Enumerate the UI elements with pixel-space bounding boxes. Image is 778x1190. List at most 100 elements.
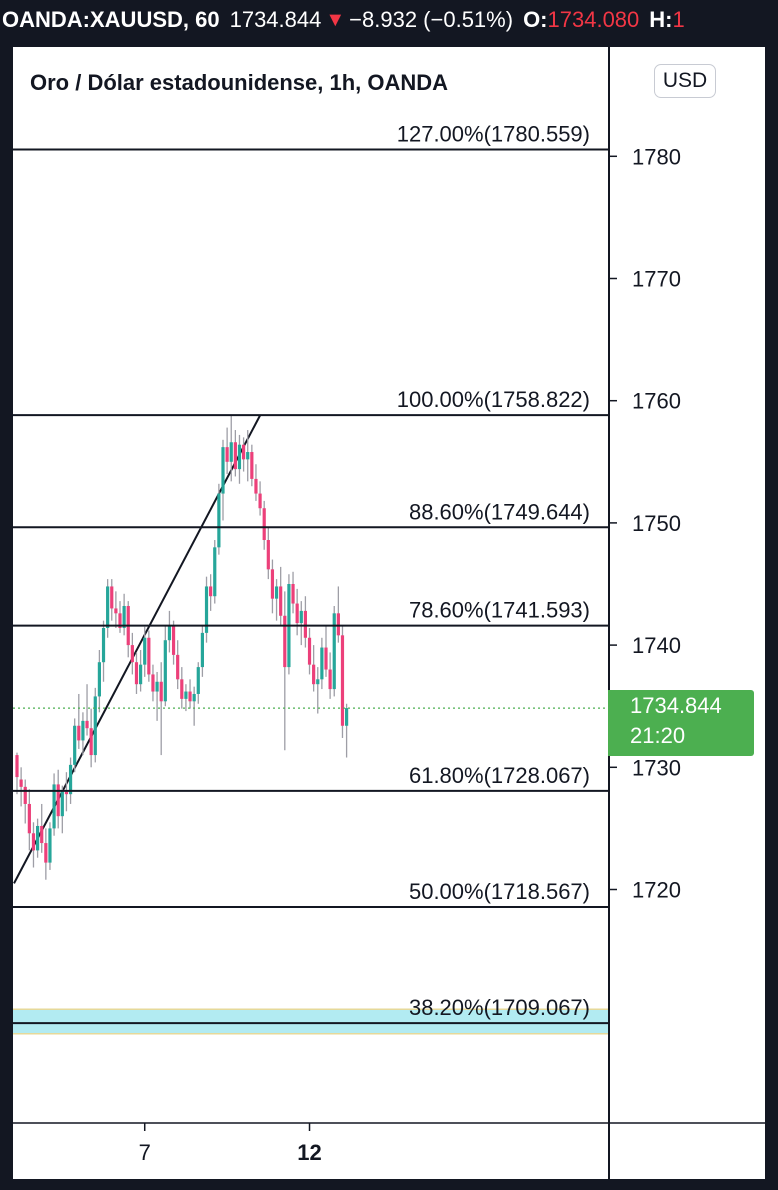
y-tick-label: 1770 xyxy=(632,267,681,292)
fib-level-label: 50.00%(1718.567) xyxy=(409,879,590,904)
candle-down xyxy=(19,779,23,787)
candle-down xyxy=(176,654,180,680)
candle-down xyxy=(159,681,163,702)
candle-up xyxy=(204,586,209,633)
candle-down xyxy=(328,669,332,690)
y-tick-label: 1720 xyxy=(632,878,681,903)
candle-down xyxy=(225,447,229,462)
candle-up xyxy=(68,764,73,795)
fib-level-label: 88.60%(1749.644) xyxy=(409,499,590,524)
candle-down xyxy=(118,613,122,628)
candle-up xyxy=(237,444,242,470)
open-value: 1734.080 xyxy=(547,7,640,32)
candle-down xyxy=(151,674,155,692)
currency-button[interactable]: USD xyxy=(654,64,716,98)
candle-up xyxy=(97,662,101,697)
support-zone xyxy=(13,1009,609,1034)
candle-up xyxy=(163,640,167,702)
candle-up xyxy=(316,679,320,685)
candle-down xyxy=(130,645,134,663)
candle-down xyxy=(233,442,237,470)
candle-up xyxy=(184,691,188,699)
candle-down xyxy=(180,679,184,699)
chart-panel[interactable] xyxy=(13,47,765,1179)
candle-down xyxy=(250,452,254,479)
y-tick-label: 1740 xyxy=(632,633,681,658)
candle-down xyxy=(23,786,27,804)
candle-down xyxy=(266,540,270,570)
symbol-header: OANDA:XAUUSD, 60 1734.844 ▼ −8.932 (−0.5… xyxy=(0,0,778,40)
candle-up xyxy=(81,720,85,741)
candle-down xyxy=(85,720,89,729)
candle-down xyxy=(134,662,139,685)
current-price-label: 1734.844 21:20 xyxy=(608,690,754,756)
candle-up xyxy=(229,442,233,462)
symbol-name[interactable]: OANDA:XAUUSD, 60 xyxy=(2,7,220,32)
candle-down xyxy=(340,635,345,726)
candle-down xyxy=(295,603,299,624)
y-tick-label: 1780 xyxy=(632,144,681,169)
y-tick-label: 1760 xyxy=(632,389,681,414)
candle-down xyxy=(262,508,266,541)
candle-up xyxy=(101,627,106,663)
candle-down xyxy=(44,843,48,863)
bar-countdown: 21:20 xyxy=(630,723,686,748)
candle-down xyxy=(188,691,192,702)
candle-down xyxy=(31,833,36,851)
candle-down xyxy=(77,725,81,741)
candle-up xyxy=(122,605,126,628)
candle-down xyxy=(209,586,213,597)
high-value: 1 xyxy=(672,7,685,32)
candle-down xyxy=(270,569,275,599)
candle-up xyxy=(196,667,200,694)
candle-down xyxy=(27,803,31,834)
candle-down xyxy=(307,637,312,665)
candle-up xyxy=(36,825,40,851)
candle-up xyxy=(155,681,159,692)
current-price-value: 1734.844 xyxy=(630,693,722,718)
x-tick-label: 12 xyxy=(297,1140,321,1165)
candle-up xyxy=(192,693,196,702)
y-tick-label: 1750 xyxy=(632,511,681,536)
candle-down xyxy=(147,637,151,675)
candle-up xyxy=(60,791,64,817)
candle-up xyxy=(73,725,77,765)
candle-up xyxy=(200,632,204,668)
candle-down xyxy=(291,584,295,604)
candle-up xyxy=(274,586,279,599)
candle-up xyxy=(213,547,217,597)
candle-down xyxy=(258,493,262,509)
price-change: −8.932 (−0.51%) xyxy=(349,7,514,32)
candle-down xyxy=(15,755,19,778)
candle-up xyxy=(167,625,172,641)
y-tick-label: 1730 xyxy=(632,755,681,780)
candle-up xyxy=(332,613,336,690)
candle-down xyxy=(64,791,69,795)
x-tick-label: 7 xyxy=(139,1140,151,1165)
down-arrow-icon: ▼ xyxy=(325,8,346,31)
candle-down xyxy=(324,647,328,670)
candle-down xyxy=(114,608,118,614)
candle-down xyxy=(303,610,307,638)
fib-level-label: 100.00%(1758.822) xyxy=(397,387,590,412)
open-label: O: xyxy=(523,7,548,32)
last-price: 1734.844 xyxy=(229,7,322,32)
candle-down xyxy=(40,825,44,844)
candle-up xyxy=(106,586,110,628)
candle-up xyxy=(299,610,303,624)
candle-up xyxy=(246,452,250,460)
fib-level-label: 127.00%(1780.559) xyxy=(397,121,590,146)
fib-level-label: 61.80%(1728.067) xyxy=(409,763,590,788)
candle-down xyxy=(254,478,258,494)
fib-level-label: 78.60%(1741.593) xyxy=(409,598,590,623)
candle-down xyxy=(336,613,340,636)
candle-up xyxy=(345,708,349,726)
candle-down xyxy=(283,615,287,668)
candle-up xyxy=(217,493,221,548)
candle-up xyxy=(320,647,324,680)
fib-level-label: 38.20%(1709.067) xyxy=(409,995,590,1020)
candle-up xyxy=(143,637,147,665)
candle-down xyxy=(312,664,316,685)
candle-up xyxy=(221,447,225,494)
